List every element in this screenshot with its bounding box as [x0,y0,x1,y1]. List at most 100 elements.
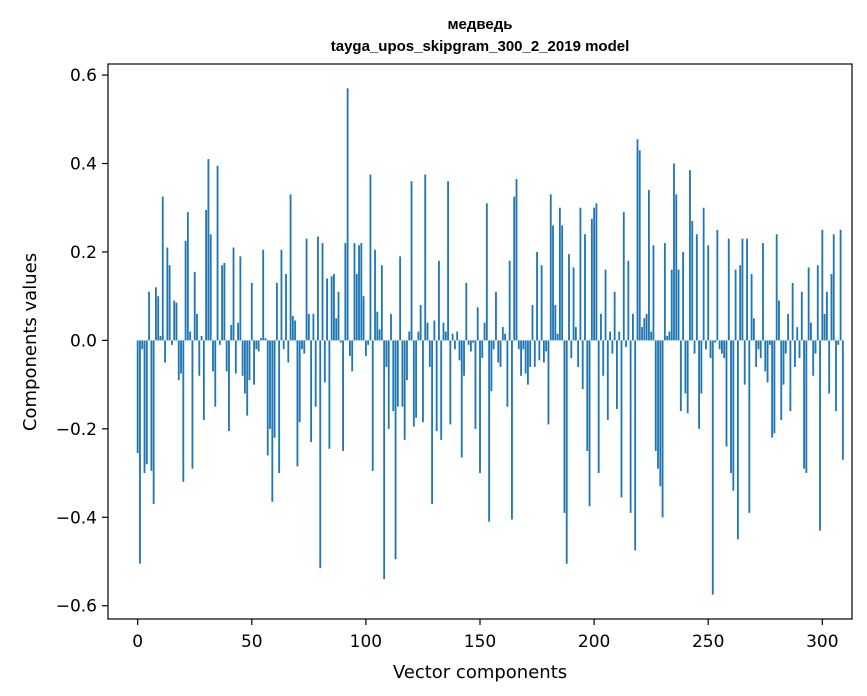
bar-212 [620,340,623,498]
bar-68 [291,316,294,341]
bar-194 [579,207,582,341]
bar-60 [273,340,276,438]
bar-12 [164,340,166,363]
bar-92 [346,88,349,341]
bar-52 [255,340,258,350]
bar-282 [780,340,783,420]
bar-200 [593,207,596,341]
x-tick-label: 150 [464,632,496,652]
bar-143 [463,340,465,376]
bar-306 [835,340,837,412]
bar-158 [497,340,500,363]
bar-184 [556,333,559,341]
bar-5 [148,291,150,341]
bar-63 [280,249,283,341]
bar-100 [364,340,367,356]
bar-299 [819,340,821,531]
bar-31 [207,159,210,341]
bar-107 [380,265,383,341]
bar-192 [574,327,577,341]
bar-153 [485,203,488,341]
bar-280 [775,234,778,341]
bar-0 [136,340,139,454]
bar-201 [595,203,598,341]
bar-138 [451,333,454,341]
bar-152 [483,322,486,341]
bar-3 [143,340,146,474]
bar-48 [246,340,249,416]
bar-252 [711,340,714,595]
bar-199 [590,218,593,341]
bar-74 [305,238,308,341]
bar-210 [616,340,618,409]
bar-81 [321,243,324,341]
bar-226 [652,245,655,341]
bar-263 [736,340,739,540]
bar-20 [182,340,185,482]
bar-2 [141,340,144,350]
bar-64 [282,340,285,350]
bar-262 [734,269,737,341]
bar-53 [257,340,260,352]
bar-284 [784,340,787,354]
bar-108 [383,340,386,580]
bar-39 [225,340,228,372]
bar-16 [173,300,176,341]
bar-283 [782,340,785,385]
bar-173 [531,305,534,341]
plot-frame [107,63,853,620]
bar-25 [193,271,196,341]
bar-181 [549,194,552,341]
bar-261 [732,340,735,491]
y-axis-ticks: −0.6 −0.4 −0.2 0.0 0.2 0.4 0.6 [56,66,108,617]
bar-94 [351,340,354,372]
chart-title: медведь [447,16,512,33]
x-axis-ticks: 0 50 100 150 200 250 300 [132,619,839,652]
bar-44 [237,322,239,341]
bar-244 [693,340,696,354]
x-axis-label: Vector components [393,662,567,683]
bar-104 [374,249,376,341]
bar-240 [684,340,687,394]
bar-243 [691,220,694,341]
bar-23 [189,331,192,341]
x-tick-label: 0 [132,632,143,652]
bar-141 [458,340,461,361]
bar-45 [239,256,242,341]
bar-102 [369,174,372,341]
bar-187 [563,340,566,513]
bar-198 [588,340,591,507]
bar-279 [773,340,776,434]
bar-111 [390,313,392,341]
bar-247 [700,340,703,394]
bar-51 [253,340,255,385]
bar-213 [622,212,625,341]
bar-116 [401,340,404,407]
bar-58 [269,340,271,429]
bar-205 [604,269,607,341]
bar-8 [155,287,157,341]
bar-78 [314,340,317,407]
bar-17 [175,302,178,341]
bar-267 [746,238,748,341]
chart-subtitle: tayga_upos_skipgram_300_2_2019 model [331,38,630,55]
bar-178 [542,340,545,363]
bar-103 [371,340,374,471]
bar-215 [627,260,630,341]
bar-114 [396,340,399,407]
bar-295 [810,322,812,341]
bar-227 [654,340,657,451]
bar-146 [469,340,472,352]
bar-62 [278,340,281,474]
bar-73 [303,340,306,354]
bar-144 [465,282,468,341]
bar-6 [150,340,153,471]
y-tick-label: 0.6 [70,66,97,86]
bar-95 [353,243,356,341]
bar-24 [191,340,194,469]
bar-106 [378,329,381,341]
bar-231 [663,243,666,341]
bar-217 [632,313,634,341]
bar-4 [145,340,148,465]
